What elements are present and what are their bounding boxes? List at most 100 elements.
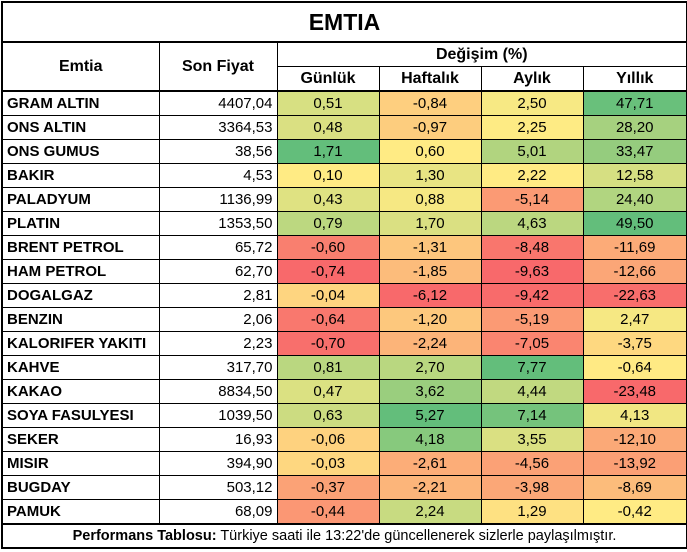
table-row: KAKAO 8834,50 0,47 3,62 4,44 -23,48 <box>1 379 687 404</box>
yearly-change: 4,13 <box>582 403 687 428</box>
weekly-change: 0,88 <box>378 187 482 212</box>
weekly-change: -2,61 <box>378 451 482 476</box>
daily-change: 0,48 <box>276 115 380 140</box>
yearly-change: -22,63 <box>582 283 687 308</box>
weekly-change: 2,24 <box>378 499 482 525</box>
monthly-change: -8,48 <box>480 235 584 260</box>
yearly-change: -23,48 <box>582 379 687 404</box>
yearly-change: -8,69 <box>582 475 687 500</box>
footer-row: Performans Tablosu: Türkiye saati ile 13… <box>1 523 687 549</box>
table-row: DOGALGAZ 2,81 -0,04 -6,12 -9,42 -22,63 <box>1 283 687 308</box>
monthly-change: -7,05 <box>480 331 584 356</box>
weekly-change: 1,30 <box>378 163 482 188</box>
last-price: 4407,04 <box>158 90 278 116</box>
last-price: 65,72 <box>158 235 278 260</box>
table-row: KAHVE 317,70 0,81 2,70 7,77 -0,64 <box>1 355 687 380</box>
table-row: KALORIFER YAKITI 2,23 -0,70 -2,24 -7,05 -3,75 <box>1 331 687 356</box>
daily-change: 0,51 <box>276 90 380 116</box>
yearly-change: -0,42 <box>582 499 687 525</box>
monthly-change: 7,77 <box>480 355 584 380</box>
yearly-change: -12,10 <box>582 427 687 452</box>
header-commodity: Emtia <box>1 41 160 92</box>
commodity-name: DOGALGAZ <box>1 283 160 308</box>
table-row: SEKER 16,93 -0,06 4,18 3,55 -12,10 <box>1 427 687 452</box>
monthly-change: 4,44 <box>480 379 584 404</box>
last-price: 1136,99 <box>158 187 278 212</box>
yearly-change: 12,58 <box>582 163 687 188</box>
weekly-change: 4,18 <box>378 427 482 452</box>
monthly-change: -9,42 <box>480 283 584 308</box>
weekly-change: 1,70 <box>378 211 482 236</box>
monthly-change: -4,56 <box>480 451 584 476</box>
header-monthly: Aylık <box>480 66 584 92</box>
monthly-change: 2,50 <box>480 90 584 116</box>
last-price: 2,81 <box>158 283 278 308</box>
last-price: 394,90 <box>158 451 278 476</box>
daily-change: 0,47 <box>276 379 380 404</box>
weekly-change: -2,21 <box>378 475 482 500</box>
weekly-change: -1,31 <box>378 235 482 260</box>
yearly-change: -3,75 <box>582 331 687 356</box>
commodity-name: MISIR <box>1 451 160 476</box>
daily-change: 0,81 <box>276 355 380 380</box>
weekly-change: -1,20 <box>378 307 482 332</box>
last-price: 3364,53 <box>158 115 278 140</box>
table-row: ONS ALTIN 3364,53 0,48 -0,97 2,25 28,20 <box>1 115 687 140</box>
last-price: 503,12 <box>158 475 278 500</box>
table-row: GRAM ALTIN 4407,04 0,51 -0,84 2,50 47,71 <box>1 90 687 116</box>
header-change: Değişim (%) <box>276 41 687 67</box>
monthly-change: -3,98 <box>480 475 584 500</box>
daily-change: -0,64 <box>276 307 380 332</box>
daily-change: 0,63 <box>276 403 380 428</box>
yearly-change: 49,50 <box>582 211 687 236</box>
daily-change: 0,43 <box>276 187 380 212</box>
footer-text: Türkiye saati ile 13:22'de güncellenerek… <box>216 528 617 544</box>
last-price: 62,70 <box>158 259 278 284</box>
daily-change: 0,10 <box>276 163 380 188</box>
table-row: BAKIR 4,53 0,10 1,30 2,22 12,58 <box>1 163 687 188</box>
last-price: 317,70 <box>158 355 278 380</box>
weekly-change: -1,85 <box>378 259 482 284</box>
weekly-change: 2,70 <box>378 355 482 380</box>
daily-change: -0,60 <box>276 235 380 260</box>
yearly-change: 2,47 <box>582 307 687 332</box>
table-row: ONS GUMUS 38,56 1,71 0,60 5,01 33,47 <box>1 139 687 164</box>
footer-label: Performans Tablosu: <box>72 528 217 544</box>
daily-change: -0,03 <box>276 451 380 476</box>
last-price: 1039,50 <box>158 403 278 428</box>
daily-change: -0,74 <box>276 259 380 284</box>
monthly-change: 5,01 <box>480 139 584 164</box>
table-row: PLATIN 1353,50 0,79 1,70 4,63 49,50 <box>1 211 687 236</box>
header-price: Son Fiyat <box>158 41 278 92</box>
commodity-name: BENZIN <box>1 307 160 332</box>
commodity-name: PAMUK <box>1 499 160 525</box>
daily-change: 0,79 <box>276 211 380 236</box>
yearly-change: 47,71 <box>582 90 687 116</box>
commodity-name: BUGDAY <box>1 475 160 500</box>
commodity-name: BAKIR <box>1 163 160 188</box>
table-row: PAMUK 68,09 -0,44 2,24 1,29 -0,42 <box>1 499 687 525</box>
daily-change: -0,37 <box>276 475 380 500</box>
commodity-name: GRAM ALTIN <box>1 90 160 116</box>
commodity-name: HAM PETROL <box>1 259 160 284</box>
commodity-name: PALADYUM <box>1 187 160 212</box>
header-yearly: Yıllık <box>582 66 687 92</box>
commodity-name: ONS GUMUS <box>1 139 160 164</box>
last-price: 4,53 <box>158 163 278 188</box>
commodity-name: ONS ALTIN <box>1 115 160 140</box>
table-row: BUGDAY 503,12 -0,37 -2,21 -3,98 -8,69 <box>1 475 687 500</box>
yearly-change: -11,69 <box>582 235 687 260</box>
monthly-change: -9,63 <box>480 259 584 284</box>
table-row: SOYA FASULYESI 1039,50 0,63 5,27 7,14 4,13 <box>1 403 687 428</box>
commodity-name: SOYA FASULYESI <box>1 403 160 428</box>
monthly-change: -5,19 <box>480 307 584 332</box>
commodity-name: BRENT PETROL <box>1 235 160 260</box>
daily-change: -0,06 <box>276 427 380 452</box>
weekly-change: 0,60 <box>378 139 482 164</box>
monthly-change: -5,14 <box>480 187 584 212</box>
daily-change: 1,71 <box>276 139 380 164</box>
commodity-name: SEKER <box>1 427 160 452</box>
weekly-change: -0,84 <box>378 90 482 116</box>
header-daily: Günlük <box>276 66 380 92</box>
